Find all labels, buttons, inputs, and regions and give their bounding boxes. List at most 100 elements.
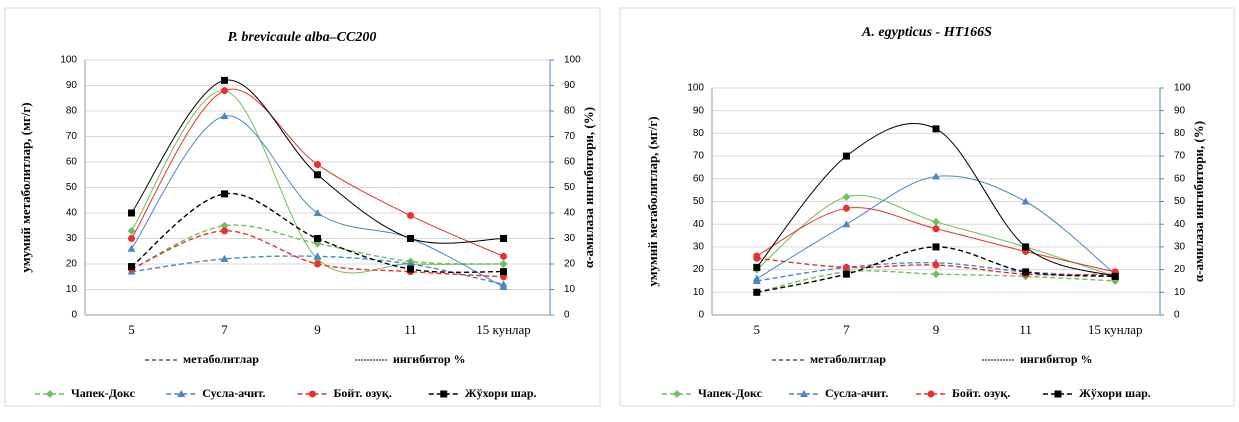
x-tick-label: 11	[1019, 322, 1032, 337]
marker	[932, 125, 940, 133]
x-tick-label: 9	[314, 322, 321, 337]
marker	[500, 268, 507, 276]
series-line	[131, 224, 504, 270]
legend-marker	[177, 390, 186, 397]
y-tick-label: 50	[66, 182, 78, 193]
y-axis-label: умумий метаболитлар, (мг/г)	[645, 116, 660, 286]
y2-tick-label: 80	[564, 106, 576, 117]
marker	[406, 260, 415, 267]
x-tick-label: 7	[843, 322, 850, 337]
legend-marker	[800, 390, 808, 397]
x-tick-label: 5	[128, 322, 135, 337]
y-tick-label: 70	[693, 151, 705, 162]
marker	[220, 221, 229, 230]
y-tick-label: 0	[71, 310, 77, 321]
x-tick-label: 7	[221, 322, 228, 337]
marker	[842, 270, 850, 278]
y-tick-label: 10	[66, 284, 78, 295]
y2-tick-label: 90	[1174, 105, 1186, 116]
y2-tick-label: 90	[564, 80, 576, 91]
marker	[1022, 268, 1030, 276]
chart-frame	[619, 7, 1235, 407]
marker	[221, 76, 228, 84]
y-tick-label: 90	[693, 105, 705, 116]
legend-label: Чапек-Докс	[698, 386, 763, 400]
marker	[842, 220, 851, 228]
legend-marker	[46, 390, 54, 398]
x-tick-label: 5	[754, 322, 761, 337]
legend-label: Сусла-ачит.	[825, 386, 888, 400]
marker	[842, 263, 850, 271]
y2-tick-label: 30	[1174, 242, 1186, 253]
y2-tick-label: 10	[564, 284, 576, 295]
x-tick-label: 11	[404, 322, 417, 337]
y-tick-label: 40	[693, 219, 705, 230]
y-tick-label: 0	[698, 310, 704, 321]
marker	[500, 252, 507, 260]
legend-label: Бойт. озуқ.	[334, 386, 392, 400]
marker	[932, 243, 940, 251]
series-line	[131, 90, 504, 274]
y-tick-label: 90	[66, 80, 78, 91]
marker	[932, 261, 940, 269]
marker	[221, 190, 228, 198]
y-tick-label: 10	[693, 287, 705, 298]
chart-frame	[4, 7, 601, 407]
marker	[221, 227, 228, 235]
y2-tick-label: 10	[1174, 287, 1186, 298]
y2-tick-label: 60	[1174, 173, 1186, 184]
y2-tick-label: 100	[1174, 83, 1191, 94]
y-tick-label: 70	[66, 131, 78, 142]
y2-tick-label: 0	[1174, 310, 1180, 321]
y-tick-label: 100	[687, 83, 704, 94]
legend-label: ингибитор %	[1020, 352, 1093, 366]
marker	[499, 260, 508, 268]
y-tick-label: 80	[693, 128, 705, 139]
legend-label: Жўхори шар.	[1079, 386, 1151, 400]
y2-tick-label: 40	[1174, 219, 1186, 230]
marker	[221, 87, 228, 95]
y2-tick-label: 50	[1174, 196, 1186, 207]
marker	[753, 252, 761, 260]
y2-tick-label: 40	[564, 208, 576, 219]
series-line	[131, 115, 504, 288]
marker	[499, 282, 508, 290]
marker	[407, 265, 414, 273]
y2-tick-label: 50	[564, 182, 576, 193]
chart-title: A. egypticus - HT166S	[861, 25, 992, 40]
marker	[842, 152, 850, 160]
marker	[1022, 243, 1030, 251]
y-tick-label: 50	[693, 196, 705, 207]
legend-label: Бойт. озуқ.	[952, 386, 1010, 400]
marker	[220, 254, 229, 262]
marker	[932, 172, 940, 180]
series-line	[131, 192, 504, 273]
y-tick-label: 30	[66, 233, 78, 244]
marker	[407, 212, 414, 220]
marker	[314, 161, 321, 169]
y-tick-label: 60	[693, 173, 705, 184]
y-tick-label: 30	[693, 242, 705, 253]
y-axis-label: умумий метаболитлар, (мг/г)	[18, 102, 33, 272]
x-tick-label: 15 кунлар	[476, 322, 531, 337]
y2-tick-label: 30	[564, 233, 576, 244]
y-tick-label: 20	[66, 259, 78, 270]
y2-axis-label: α-амилаза ингибитори, (%)	[1191, 121, 1206, 282]
marker	[128, 209, 135, 217]
legend-marker	[440, 390, 448, 398]
marker	[753, 288, 761, 296]
y2-tick-label: 80	[1174, 128, 1186, 139]
marker	[1021, 197, 1030, 205]
marker	[127, 244, 136, 252]
y-tick-label: 20	[693, 264, 705, 275]
legend-label: ингибитор %	[393, 352, 466, 366]
y2-tick-label: 60	[564, 157, 576, 168]
legend-marker	[1054, 390, 1062, 398]
legend-label: Сусла-ачит.	[202, 386, 265, 400]
y2-tick-label: 70	[564, 131, 576, 142]
marker	[407, 235, 414, 242]
series-line	[131, 88, 504, 257]
marker	[932, 270, 940, 279]
marker	[932, 225, 940, 233]
x-tick-label: 9	[933, 322, 940, 337]
